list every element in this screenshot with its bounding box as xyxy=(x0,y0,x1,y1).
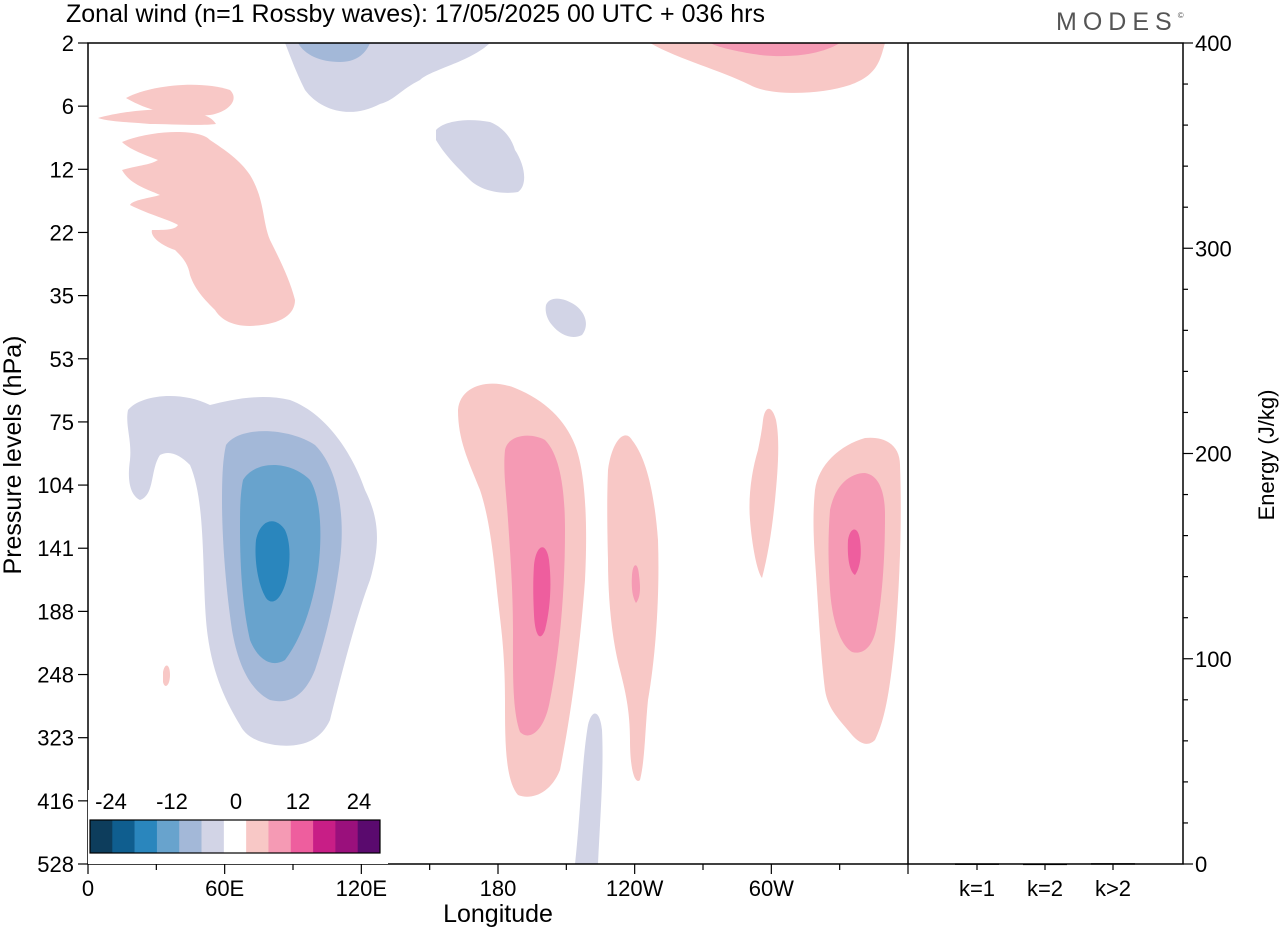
colorbar-label: 12 xyxy=(286,789,310,814)
contour-field xyxy=(98,43,901,864)
y-axis-label: Pressure levels (hPa) xyxy=(0,336,27,575)
y-tick-label: 323 xyxy=(37,726,74,751)
contour-pos-east-l3 xyxy=(847,529,861,575)
y-tick-label: 22 xyxy=(50,220,74,245)
y2-tick-label: 100 xyxy=(1195,647,1232,672)
x-tick-label: 120E xyxy=(336,876,387,901)
colorbar-swatch xyxy=(246,820,269,853)
colorbar-swatch xyxy=(290,820,314,853)
y2-tick-label: 200 xyxy=(1195,442,1232,467)
contour-neg-small-b xyxy=(545,298,586,337)
x-axis-label: Longitude xyxy=(443,900,553,928)
colorbar-swatch xyxy=(156,820,180,853)
x-tick-label: 180 xyxy=(480,876,517,901)
contour-neg-bottom xyxy=(575,713,603,864)
contour-pos-tiny xyxy=(163,665,170,686)
contour-pos-top-outer xyxy=(650,43,885,93)
y-tick-label: 75 xyxy=(50,410,74,435)
y-axis: 2 6 12 22 35 53 75 104 141 188 248 323 416 528 xyxy=(37,31,88,877)
modes-logo: MODES© xyxy=(1056,8,1184,37)
y2-tick-label: 300 xyxy=(1195,236,1232,261)
x-axis: 0 60E 120E 180 120W 60W xyxy=(82,864,909,901)
y-tick-label: 141 xyxy=(37,536,74,561)
y-tick-label: 12 xyxy=(50,157,74,182)
x-tick-label: 60W xyxy=(749,876,794,901)
contour-neg-small-a xyxy=(436,120,525,193)
colorbar-swatch xyxy=(357,820,381,853)
contour-neg-main-l4 xyxy=(255,521,290,602)
contour-pos-top-inner xyxy=(710,43,840,57)
contour-pos-120W-outer xyxy=(607,435,659,781)
y-tick-label: 2 xyxy=(62,31,74,56)
y-tick-label: 53 xyxy=(50,347,74,372)
brand-text: MODES xyxy=(1056,8,1178,36)
colorbar-swatch xyxy=(90,820,113,853)
energy-category-label: k=1 xyxy=(959,876,995,901)
colorbar-swatch xyxy=(313,820,336,853)
y-tick-label: 188 xyxy=(37,599,74,624)
colorbar-swatch xyxy=(134,820,158,853)
colorbar-swatch xyxy=(179,820,202,853)
contour-neg-top-inner xyxy=(298,43,370,62)
colorbar-label: 24 xyxy=(347,789,371,814)
x-tick-label: 120W xyxy=(606,876,664,901)
colorbar-label: 0 xyxy=(230,789,242,814)
y-tick-label: 416 xyxy=(37,789,74,814)
energy-bar xyxy=(1091,863,1135,865)
colorbar-swatch xyxy=(112,820,135,853)
colorbar-frame xyxy=(89,819,381,854)
contour-pos-120W-inner xyxy=(631,565,640,603)
colorbar-swatch xyxy=(335,820,358,853)
colorbar-swatch xyxy=(268,820,292,853)
contour-pos-190-l3 xyxy=(533,547,551,637)
y-tick-label: 528 xyxy=(37,852,74,877)
colorbar-swatch xyxy=(223,820,247,853)
y-tick-label: 6 xyxy=(62,94,74,119)
y-tick-label: 104 xyxy=(37,473,74,498)
energy-category-label: k>2 xyxy=(1095,876,1131,901)
energy-bars: k=1 k=2 k>2 xyxy=(955,863,1135,901)
contour-pos-upper-c xyxy=(122,131,295,326)
y-tick-label: 248 xyxy=(37,663,74,688)
copyright-mark: © xyxy=(1177,11,1184,20)
colorbar: -24 -12 0 12 24 xyxy=(88,789,388,864)
y2-tick-label: 400 xyxy=(1195,31,1232,56)
y2-axis-label: Energy (J/kg) xyxy=(1254,390,1279,521)
contour-pos-upper-b xyxy=(126,84,234,116)
y-tick-label: 35 xyxy=(50,284,74,309)
x-tick-label: 60E xyxy=(205,876,244,901)
energy-category-label: k=2 xyxy=(1027,876,1063,901)
chart-title: Zonal wind (n=1 Rossby waves): 17/05/202… xyxy=(66,0,765,28)
y2-tick-label: 0 xyxy=(1195,852,1207,877)
colorbar-label: -12 xyxy=(156,789,188,814)
colorbar-swatch xyxy=(201,820,225,853)
y2-axis: 0 100 200 300 400 xyxy=(1183,31,1232,877)
x-tick-label: 0 xyxy=(82,876,94,901)
contour-pos-60W xyxy=(749,408,779,578)
colorbar-label: -24 xyxy=(95,789,127,814)
